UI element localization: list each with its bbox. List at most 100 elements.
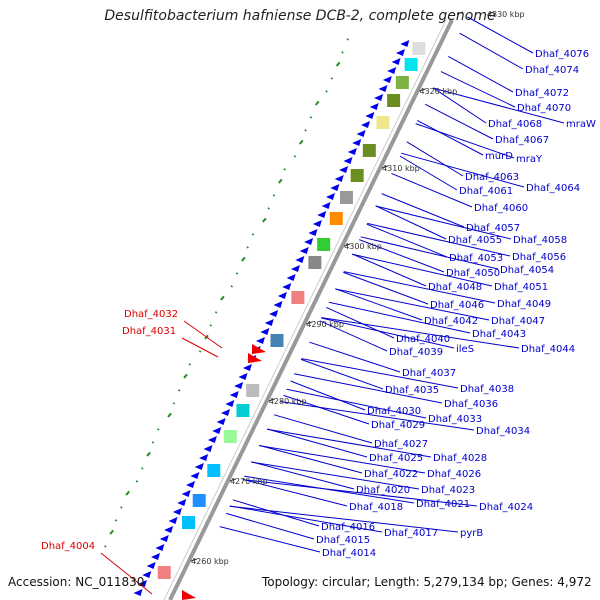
gc-tick: [114, 519, 118, 522]
gene-label: Dhaf_4054: [500, 265, 554, 276]
gene-arrow: [194, 463, 204, 470]
gene-label: Dhaf_4074: [525, 65, 579, 76]
gene-arrow: [207, 436, 217, 443]
gc-tick: [262, 217, 267, 223]
gene-arrow: [164, 526, 174, 533]
gc-tick: [220, 295, 225, 301]
gene-arrow: [260, 328, 270, 335]
leader-line-reverse: [181, 337, 219, 358]
gene-arrow: [290, 265, 300, 272]
gene-arrow: [321, 202, 331, 209]
gc-tick: [167, 412, 172, 418]
gc-tick: [267, 207, 270, 210]
leader-line: [416, 119, 484, 156]
gc-tick: [135, 480, 139, 483]
gc-tick: [151, 441, 155, 444]
gene-label: Dhaf_4070: [517, 103, 571, 114]
gene-label: Dhaf_4057: [466, 223, 520, 234]
gene-arrow: [304, 238, 314, 245]
gene-arrow: [334, 175, 344, 182]
gene-arrow: [177, 499, 187, 506]
gene-label: Dhaf_4015: [316, 535, 370, 546]
gene-block: [291, 291, 305, 304]
gene-label: Dhaf_4030: [367, 406, 421, 417]
leader-line: [335, 288, 423, 321]
leader-line: [432, 87, 565, 124]
leader-line: [467, 16, 534, 54]
gene-labels: Dhaf_4076 Dhaf_4074 Dhaf_4072 Dhaf_4070 Dhaf…: [41, 49, 596, 559]
genome-backbone: [168, 19, 454, 600]
kbp-tick-label: 4260 kbp: [191, 557, 229, 566]
leader-line: [309, 341, 401, 373]
gene-arrow: [299, 247, 309, 254]
reverse-gene-arrow: [182, 590, 196, 600]
leader-line: [375, 205, 512, 240]
gene-label: Dhaf_4060: [474, 203, 528, 214]
gene-arrow: [238, 373, 248, 380]
gene-arrow: [382, 76, 392, 83]
gene-arrow: [212, 427, 222, 434]
gene-arrow: [137, 580, 147, 587]
kbp-tick-mark: [229, 478, 237, 482]
gene-label: Dhaf_4076: [535, 49, 589, 60]
gene-arrow: [308, 229, 318, 236]
leader-line: [459, 32, 524, 70]
gc-tick: [172, 402, 176, 405]
gc-tick: [341, 51, 344, 54]
gene-arrow: [151, 553, 161, 560]
gene-label: Dhaf_4064: [526, 183, 580, 194]
gene-label: Dhaf_4036: [444, 399, 498, 410]
leader-line: [293, 373, 443, 404]
label-leader-lines: [100, 16, 565, 595]
gc-tick: [278, 178, 283, 184]
leader-line: [415, 123, 515, 159]
gc-tick: [235, 272, 239, 275]
leader-line: [448, 55, 514, 93]
gene-block: [362, 144, 376, 157]
kbp-tick-mark: [456, 11, 464, 15]
gene-arrow: [234, 382, 244, 389]
gene-arrow: [343, 157, 353, 164]
gene-label: Dhaf_4037: [402, 368, 456, 379]
gc-tick: [283, 168, 286, 171]
gene-label: Dhaf_4063: [465, 172, 519, 183]
gene-label: Dhaf_4039: [389, 347, 443, 358]
gene-label: Dhaf_4042: [424, 316, 478, 327]
gene-label: Dhaf_4033: [428, 414, 482, 425]
gene-block: [339, 191, 353, 204]
gene-arrow: [264, 319, 274, 326]
gene-block: [404, 58, 418, 71]
gc-tick: [183, 373, 188, 379]
gene-label: Dhaf_4040: [396, 334, 450, 345]
gene-block: [395, 76, 409, 89]
leader-line: [259, 444, 363, 474]
leader-line: [335, 288, 490, 321]
reverse-gene-arrow: [248, 353, 262, 363]
kbp-tick-mark: [306, 321, 313, 325]
leader-line: [267, 428, 432, 458]
gc-tick: [188, 363, 192, 366]
gene-arrow: [365, 112, 375, 119]
gc-tick: [177, 389, 181, 392]
leader-line: [219, 526, 321, 553]
gene-arrow: [360, 121, 370, 128]
gene-arrow: [159, 535, 169, 542]
gene-arrow: [378, 85, 388, 92]
gene-label: Dhaf_4027: [374, 439, 428, 450]
gene-block: [192, 494, 206, 507]
gene-label: Dhaf_4029: [371, 420, 425, 431]
gene-label: Dhaf_4018: [349, 502, 403, 513]
gene-block: [157, 566, 171, 579]
gc-tick: [314, 100, 320, 106]
gene-label: Dhaf_4020: [356, 485, 410, 496]
gene-arrow: [269, 310, 279, 317]
leader-line: [283, 394, 370, 425]
gene-arrow: [325, 193, 335, 200]
gc-tick: [141, 467, 144, 470]
gene-label-reverse: Dhaf_4032: [124, 309, 178, 320]
gene-block: [207, 464, 221, 477]
leader-line: [251, 461, 420, 490]
gene-label: Dhaf_4055: [448, 235, 502, 246]
leader-line: [321, 317, 455, 349]
gene-label: ileS: [456, 344, 474, 355]
